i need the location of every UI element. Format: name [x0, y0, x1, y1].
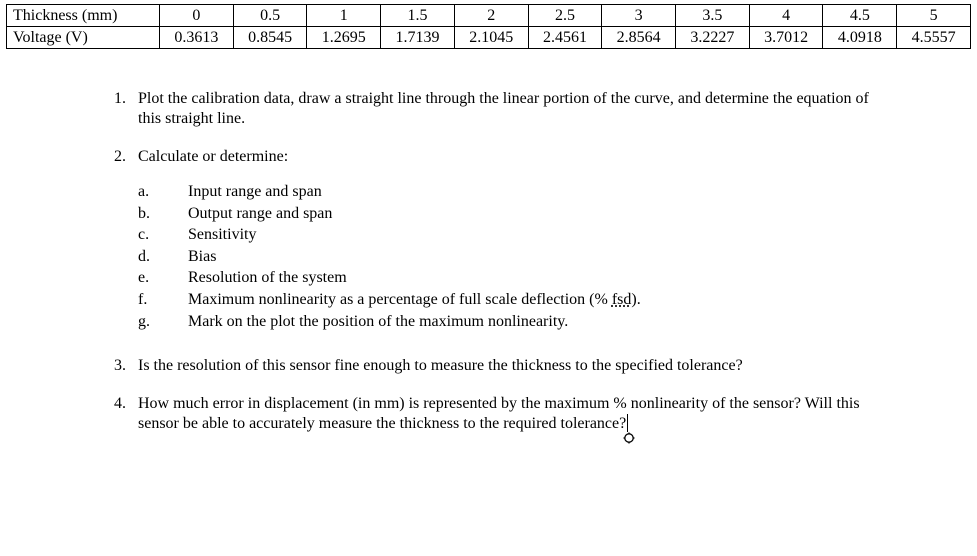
table-row: Voltage (V) 0.3613 0.8545 1.2695 1.7139 … [7, 27, 971, 49]
table-cell: 4.5557 [897, 27, 971, 49]
table-cell: 1.5 [381, 5, 455, 27]
table-row: Thickness (mm) 0 0.5 1 1.5 2 2.5 3 3.5 4… [7, 5, 971, 27]
table-cell: 3.2227 [676, 27, 750, 49]
sub-text-post: ). [631, 291, 640, 308]
sub-letter: b. [138, 203, 188, 225]
table-cell: 2.8564 [602, 27, 676, 49]
question-4: 4. How much error in displacement (in mm… [96, 394, 881, 434]
row-label-voltage: Voltage (V) [7, 27, 160, 49]
question-text: How much error in displacement (in mm) i… [138, 394, 881, 434]
question-text: Is the resolution of this sensor fine en… [138, 356, 881, 376]
table-cell: 0.5 [233, 5, 307, 27]
sub-letter: f. [138, 289, 188, 311]
sub-text: Maximum nonlinearity as a percentage of … [188, 289, 881, 311]
table-cell: 1 [307, 5, 381, 27]
table-cell: 0 [160, 5, 234, 27]
row-label-thickness: Thickness (mm) [7, 5, 160, 27]
table-cell: 0.8545 [233, 27, 307, 49]
sub-text: Bias [188, 246, 881, 268]
question-text-body: How much error in displacement (in mm) i… [138, 395, 860, 432]
calibration-table: Thickness (mm) 0 0.5 1 1.5 2 2.5 3 3.5 4… [6, 4, 971, 49]
table-cell: 4.5 [823, 5, 897, 27]
table-cell: 1.7139 [381, 27, 455, 49]
subitems: a. Input range and span b. Output range … [138, 181, 881, 332]
question-number: 3. [96, 356, 138, 376]
sub-letter: g. [138, 311, 188, 333]
question-number: 1. [96, 89, 138, 129]
text-cursor-icon [627, 414, 628, 432]
question-3: 3. Is the resolution of this sensor fine… [96, 356, 881, 376]
sub-item: b. Output range and span [138, 203, 881, 225]
table-cell: 4.0918 [823, 27, 897, 49]
table-cell: 2 [454, 5, 528, 27]
sub-text: Resolution of the system [188, 267, 881, 289]
table-cell: 2.4561 [528, 27, 602, 49]
question-number: 2. [96, 147, 138, 338]
table-cell: 3.7012 [749, 27, 823, 49]
sub-item: d. Bias [138, 246, 881, 268]
sub-text-fsd: fsd [612, 291, 632, 308]
table-cell: 3.5 [676, 5, 750, 27]
sub-item: c. Sensitivity [138, 224, 881, 246]
sub-item: f. Maximum nonlinearity as a percentage … [138, 289, 881, 311]
table-cell: 2.1045 [454, 27, 528, 49]
sub-item: a. Input range and span [138, 181, 881, 203]
sub-letter: c. [138, 224, 188, 246]
sub-text: Output range and span [188, 203, 881, 225]
mouse-pointer-icon [622, 432, 638, 452]
sub-letter: a. [138, 181, 188, 203]
table-cell: 1.2695 [307, 27, 381, 49]
table-cell: 4 [749, 5, 823, 27]
question-2: 2. Calculate or determine: a. Input rang… [96, 147, 881, 338]
questions-body: 1. Plot the calibration data, draw a str… [6, 49, 971, 434]
sub-text-pre: Maximum nonlinearity as a percentage of … [188, 291, 612, 308]
question-number: 4. [96, 394, 138, 434]
sub-item: g. Mark on the plot the position of the … [138, 311, 881, 333]
sub-text: Sensitivity [188, 224, 881, 246]
sub-text: Mark on the plot the position of the max… [188, 311, 881, 333]
sub-text: Input range and span [188, 181, 881, 203]
question-1: 1. Plot the calibration data, draw a str… [96, 89, 881, 129]
table-cell: 2.5 [528, 5, 602, 27]
sub-letter: d. [138, 246, 188, 268]
table-cell: 3 [602, 5, 676, 27]
table-cell: 0.3613 [160, 27, 234, 49]
table-cell: 5 [897, 5, 971, 27]
sub-item: e. Resolution of the system [138, 267, 881, 289]
sub-letter: e. [138, 267, 188, 289]
question-text: Calculate or determine: [138, 147, 881, 167]
question-text: Plot the calibration data, draw a straig… [138, 89, 881, 129]
